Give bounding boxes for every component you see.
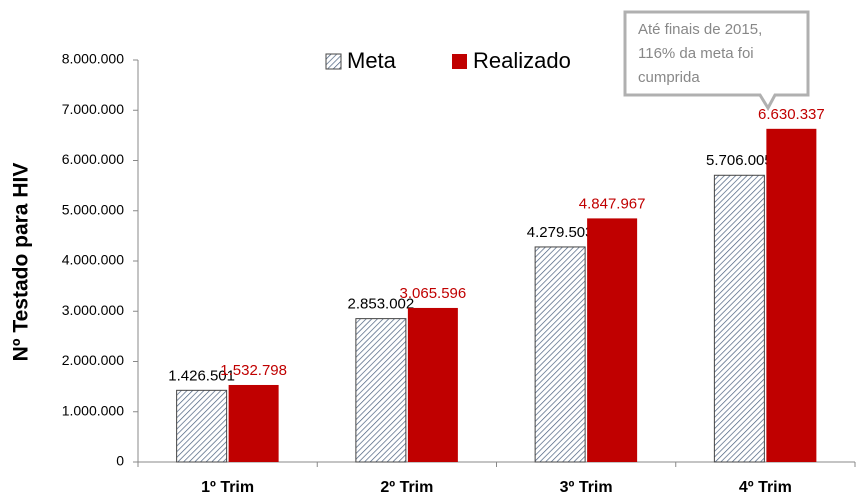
x-tick-label: 1º Trim [201,479,254,496]
annotation [623,10,810,112]
bar [228,384,279,462]
y-tick-label: 6.000.000 [62,151,124,167]
value-label: 3.065.596 [400,285,467,302]
value-label: 4.279.503 [527,224,594,241]
value-label: 4.847.967 [579,195,646,212]
legend-label: Realizado [473,48,571,73]
value-label: 1.532.798 [220,362,287,379]
bar [766,128,817,462]
x-tick-label: 2º Trim [380,479,433,496]
y-tick-label: 8.000.000 [62,51,124,67]
value-label: 2.853.002 [348,296,415,313]
annotation-text: Até finais de 2015, [638,21,762,38]
bar [713,174,765,463]
bar [587,218,638,462]
legend-swatch [452,54,467,69]
y-axis-label: Nº Testado para HIV [10,163,33,362]
y-tick-label: 4.000.000 [62,252,124,268]
x-tick-label: 3º Trim [560,479,613,496]
y-tick-label: 0 [116,453,124,469]
y-tick-label: 3.000.000 [62,302,124,318]
bar [355,318,407,463]
y-tick-label: 7.000.000 [62,101,124,117]
value-label: 6.630.337 [758,106,825,123]
value-label: 1.426.501 [168,367,235,384]
callout-box [623,10,810,112]
bar [534,246,586,463]
y-tick-label: 1.000.000 [62,402,124,418]
y-tick-label: 2.000.000 [62,352,124,368]
legend-swatch [325,53,342,70]
y-tick-label: 5.000.000 [62,201,124,217]
bar [407,307,458,462]
bar [176,389,228,463]
legend-label: Meta [347,48,397,73]
value-label: 5.706.005 [706,152,773,169]
x-tick-label: 4º Trim [739,479,792,496]
annotation-text: cumprida [638,69,700,86]
annotation-text: 116% da meta foi [638,45,754,62]
